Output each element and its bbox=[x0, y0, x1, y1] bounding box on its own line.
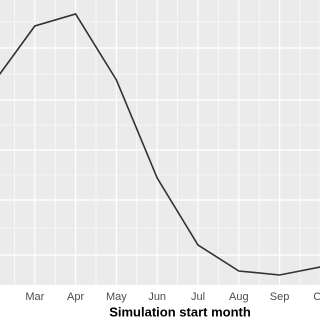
x-tick-label: Oc bbox=[313, 291, 320, 303]
x-axis-title: Simulation start month bbox=[109, 304, 251, 319]
horizontal-grid bbox=[0, 21, 320, 256]
x-tick-label: Sep bbox=[270, 291, 290, 303]
x-tick-label: Mar bbox=[25, 291, 44, 303]
x-tick-label: Aug bbox=[229, 291, 249, 303]
x-tick-label: Jun bbox=[148, 291, 166, 303]
x-tick-label: Jul bbox=[191, 291, 205, 303]
x-tick-label: Apr bbox=[67, 291, 84, 303]
line bbox=[0, 13, 320, 276]
plot-background bbox=[0, 0, 320, 285]
x-tick-label: May bbox=[106, 291, 127, 303]
